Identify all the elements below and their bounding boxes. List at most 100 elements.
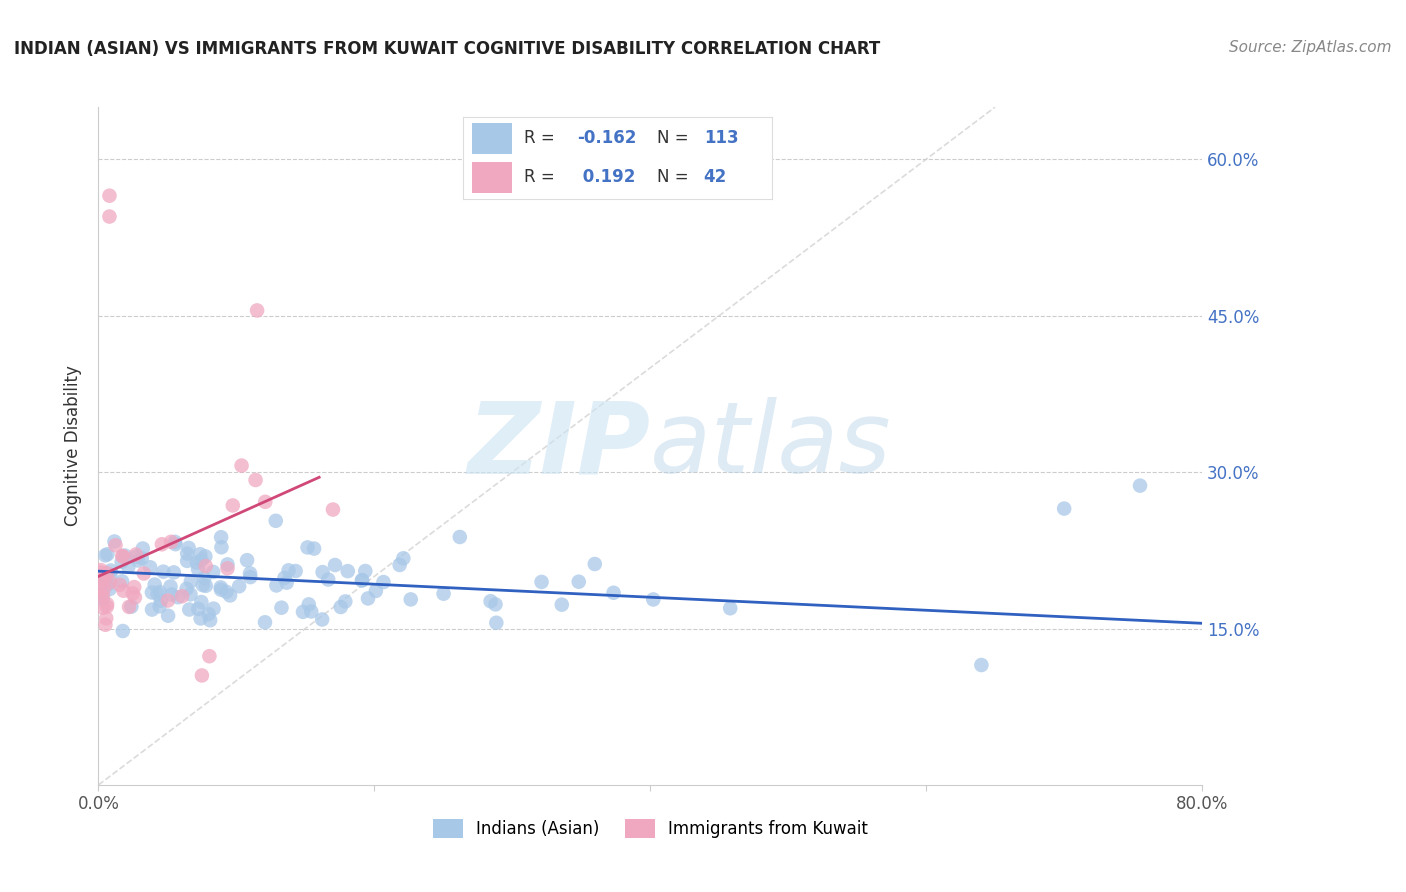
Point <box>190 611 212 625</box>
Point <box>194 579 217 593</box>
Y-axis label: Cognitive Disability: Cognitive Disability <box>65 366 83 526</box>
Point <box>186 556 208 570</box>
Point <box>1129 478 1152 492</box>
Point <box>90 566 112 580</box>
Point <box>90 572 112 586</box>
Point <box>198 613 221 627</box>
Point <box>125 549 148 564</box>
Point <box>132 541 155 556</box>
Point <box>215 585 238 599</box>
Point <box>96 547 118 561</box>
Point <box>160 534 183 549</box>
Point <box>97 577 120 591</box>
Point <box>266 578 288 592</box>
Point <box>273 571 295 585</box>
Point <box>311 565 333 579</box>
Point <box>94 549 117 563</box>
Point <box>316 573 339 587</box>
Point <box>217 561 239 575</box>
Point <box>187 562 209 576</box>
Point <box>96 611 118 625</box>
Point <box>568 574 591 589</box>
Point <box>228 579 250 593</box>
Point <box>202 601 225 615</box>
Point <box>191 668 214 682</box>
Point <box>322 502 344 516</box>
Point <box>239 570 262 584</box>
Point <box>209 541 232 555</box>
Point <box>209 582 232 597</box>
Point <box>277 563 299 577</box>
Point <box>98 567 121 582</box>
Point <box>176 554 198 568</box>
Point <box>103 534 125 549</box>
Point <box>157 608 180 623</box>
Point <box>190 595 212 609</box>
Point <box>150 537 173 551</box>
Point <box>352 573 374 587</box>
Point <box>245 473 267 487</box>
Point <box>219 589 242 603</box>
Point <box>122 580 145 594</box>
Point <box>485 615 508 630</box>
Point <box>180 574 202 589</box>
Point <box>111 574 134 589</box>
Point <box>165 537 187 551</box>
Point <box>231 458 253 473</box>
Point <box>191 578 214 592</box>
Point <box>392 551 415 566</box>
Point <box>970 658 993 673</box>
Point <box>118 599 141 614</box>
Point <box>188 547 211 561</box>
Point <box>399 592 422 607</box>
Point <box>299 604 322 618</box>
Point <box>96 597 118 611</box>
Point <box>93 582 115 596</box>
Point <box>530 574 553 589</box>
Point <box>1053 501 1076 516</box>
Point <box>236 553 259 567</box>
Point <box>152 565 174 579</box>
Point <box>108 578 131 592</box>
Point <box>91 589 114 603</box>
Text: atlas: atlas <box>650 398 891 494</box>
Point <box>179 602 201 616</box>
Point <box>111 549 134 563</box>
Point <box>484 598 506 612</box>
Point <box>156 593 179 607</box>
Point <box>432 587 454 601</box>
Point <box>336 564 359 578</box>
Point <box>112 583 135 598</box>
Point <box>292 605 315 619</box>
Point <box>187 602 209 616</box>
Point <box>160 587 183 601</box>
Point <box>179 587 201 601</box>
Point <box>98 210 121 224</box>
Point <box>350 574 373 588</box>
Point <box>139 560 162 574</box>
Point <box>121 586 143 600</box>
Point <box>194 559 217 574</box>
Point <box>357 591 380 606</box>
Point <box>388 558 411 572</box>
Point <box>449 530 471 544</box>
Point <box>89 569 111 583</box>
Point <box>176 582 198 596</box>
Text: INDIAN (ASIAN) VS IMMIGRANTS FROM KUWAIT COGNITIVE DISABILITY CORRELATION CHART: INDIAN (ASIAN) VS IMMIGRANTS FROM KUWAIT… <box>14 40 880 58</box>
Point <box>270 600 292 615</box>
Point <box>276 575 298 590</box>
Point <box>111 555 134 569</box>
Point <box>117 559 139 574</box>
Point <box>202 565 225 579</box>
Point <box>354 564 377 578</box>
Point <box>373 575 395 590</box>
Point <box>583 557 606 571</box>
Text: ZIP: ZIP <box>467 398 650 494</box>
Point <box>111 624 134 638</box>
Point <box>323 558 346 572</box>
Point <box>551 598 574 612</box>
Point <box>148 585 170 599</box>
Point <box>209 581 232 595</box>
Point <box>264 514 287 528</box>
Point <box>159 579 181 593</box>
